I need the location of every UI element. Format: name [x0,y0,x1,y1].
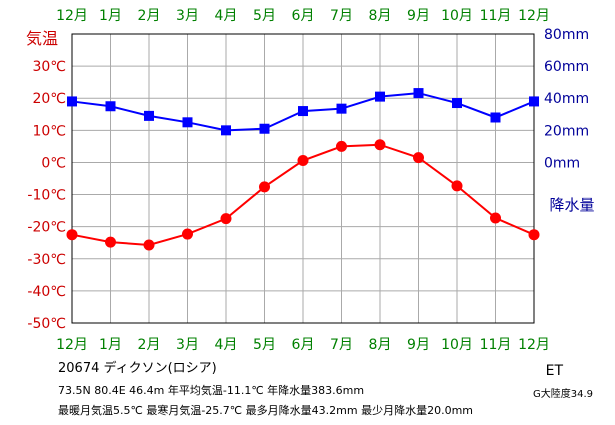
temperature-point [451,180,463,192]
precipitation-point [182,117,193,128]
x-tick-label-top: 12月 [518,8,550,24]
x-tick-label-top: 3月 [176,8,199,24]
precipitation-point [452,98,462,109]
x-tick-label-bottom: 6月 [292,337,315,353]
y-right-tick-label: 40mm [544,91,589,107]
x-tick-label-bottom: 12月 [56,337,88,353]
temperature-point [528,229,540,241]
x-tick-label-bottom: 12月 [518,337,550,353]
y-axis-left-ticks: 30℃ 20℃ 10℃ 0℃ -10℃ -20℃ -30℃ -40℃ -50℃ [27,59,66,332]
precipitation-point [144,110,154,121]
x-tick-label-top: 1月 [99,8,122,24]
y-left-tick-label: -20℃ [27,220,66,236]
temperature-point [297,155,309,167]
y-axis-left-label: 気温 [26,29,58,48]
x-tick-label-top: 10月 [441,8,473,24]
temperature-point [182,228,193,240]
y-left-tick-label: 10℃ [32,123,66,139]
y-right-tick-label: 80mm [544,27,589,43]
precipitation-point [105,101,116,112]
x-tick-label-top: 6月 [292,8,315,24]
y-left-tick-label: 30℃ [32,59,66,75]
x-tick-label-bottom: 4月 [215,337,238,353]
precipitation-point [67,96,77,107]
x-tick-label-top: 5月 [253,8,276,24]
temperature-point [413,152,424,164]
x-tick-label-bottom: 5月 [253,337,276,353]
x-tick-label-top: 9月 [407,8,430,24]
x-tick-label-top: 8月 [369,8,392,24]
y-left-tick-label: -30℃ [27,252,66,268]
x-tick-label-bottom: 10月 [441,337,473,353]
precipitation-point [336,103,347,114]
station-stats-line1: 73.5N 80.4E 46.4m 年平均気温-11.1℃ 年降水量383.6m… [58,384,365,397]
x-tick-label-bottom: 8月 [369,337,392,353]
x-tick-label-bottom: 1月 [99,337,122,353]
temperature-point [66,229,78,241]
y-right-tick-label: 20mm [544,123,589,139]
y-axis-right-label: 降水量 [549,196,594,214]
temperature-point [336,140,347,152]
y-left-tick-label: -50℃ [27,316,66,332]
x-tick-label-top: 4月 [215,8,238,24]
y-right-tick-label: 0mm [544,155,580,171]
x-tick-label-top: 12月 [56,8,88,24]
precipitation-point [221,125,231,136]
x-tick-label-top: 2月 [138,8,161,24]
y-right-tick-label: 60mm [544,59,589,75]
x-axis-bottom-labels: 12月 1月 2月 3月 4月 5月 6月 7月 8月 9月 10月 11月 12月 [56,337,550,353]
x-tick-label-top: 11月 [480,8,512,24]
x-axis-top-labels: 12月 1月 2月 3月 4月 5月 6月 7月 8月 9月 10月 11月 12月 [56,8,550,24]
precipitation-point [529,96,539,107]
temperature-point [220,213,232,225]
plot-frame [71,33,535,324]
climate-chart: 12月 1月 2月 3月 4月 5月 6月 7月 8月 9月 10月 11月 12月 12月 1月 2月 3月… [26,8,595,353]
precipitation-point [413,88,424,99]
precipitation-point [375,91,385,102]
y-left-tick-label: -10℃ [27,188,66,204]
temperature-point [105,236,116,248]
station-stats-line2: 最暖月気温5.5℃ 最寒月気温-25.7℃ 最多月降水量43.2mm 最少月降水… [58,404,473,417]
y-left-tick-label: -40℃ [27,284,66,300]
precipitation-point [259,123,270,134]
temperature-point [143,239,155,251]
grid [71,33,535,324]
x-tick-label-bottom: 11月 [480,337,512,353]
x-tick-label-bottom: 7月 [330,337,353,353]
temperature-point [374,139,386,151]
x-tick-label-top: 7月 [330,8,353,24]
x-tick-label-bottom: 2月 [138,337,161,353]
continentality-index: G大陸度34.9 [532,389,593,400]
station-name: 20674 ディクソン(ロシア) [58,361,217,376]
x-tick-label-bottom: 9月 [407,337,430,353]
y-left-tick-label: 20℃ [32,91,66,107]
climate-class: ET [545,363,563,379]
x-tick-label-bottom: 3月 [176,337,199,353]
series [66,88,540,251]
y-axis-right-ticks: 80mm 60mm 40mm 20mm 0mm [544,27,589,171]
precipitation-point [490,112,501,123]
temperature-point [490,212,501,224]
temperature-point [259,181,270,193]
precipitation-point [298,106,308,117]
y-left-tick-label: 0℃ [41,155,66,171]
